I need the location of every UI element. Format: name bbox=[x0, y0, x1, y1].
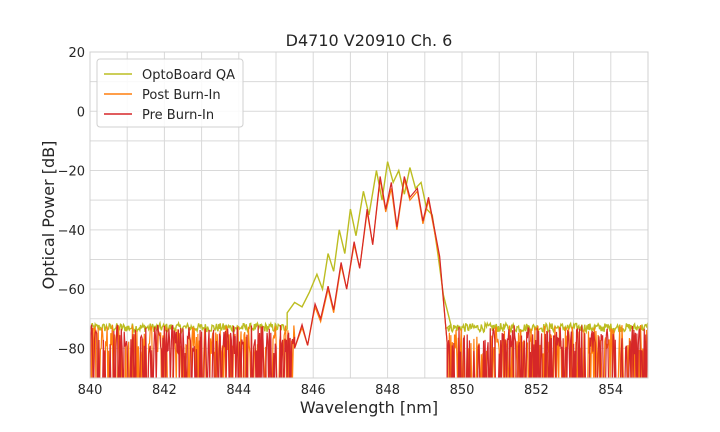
y-axis-label: Optical Power [dB] bbox=[39, 141, 58, 290]
x-tick-label: 846 bbox=[301, 383, 326, 398]
y-tick-label: −80 bbox=[58, 342, 85, 357]
series-line-optoboard-qa bbox=[90, 161, 648, 335]
legend-box bbox=[96, 58, 244, 128]
series-layer bbox=[90, 161, 648, 378]
y-tick-label: −60 bbox=[58, 283, 85, 298]
legend: OptoBoard QA Post Burn-In Pre Burn-In bbox=[96, 58, 244, 128]
x-axis-label: Wavelength [nm] bbox=[300, 398, 438, 417]
x-tick-label: 844 bbox=[226, 383, 251, 398]
x-tick-label: 850 bbox=[450, 383, 475, 398]
legend-label: Pre Burn-In bbox=[142, 108, 214, 123]
x-tick-labels: 840 842 844 846 848 850 852 854 bbox=[78, 383, 624, 398]
series-line-pre-burn-in bbox=[90, 176, 648, 378]
x-tick-label: 840 bbox=[78, 383, 103, 398]
y-tick-label: 20 bbox=[68, 46, 85, 61]
legend-label: OptoBoard QA bbox=[142, 68, 235, 83]
chart-title: D4710 V20910 Ch. 6 bbox=[286, 31, 453, 50]
x-tick-label: 852 bbox=[524, 383, 549, 398]
legend-label: Post Burn-In bbox=[142, 88, 221, 103]
x-tick-label: 842 bbox=[152, 383, 177, 398]
y-tick-label: −20 bbox=[58, 165, 85, 180]
y-tick-label: −40 bbox=[58, 224, 85, 239]
x-tick-label: 848 bbox=[375, 383, 400, 398]
x-tick-label: 854 bbox=[598, 383, 623, 398]
y-tick-label: 0 bbox=[77, 105, 85, 120]
plot-frame bbox=[89, 51, 649, 379]
y-tick-labels: −80 −60 −40 −20 0 20 bbox=[58, 46, 85, 357]
